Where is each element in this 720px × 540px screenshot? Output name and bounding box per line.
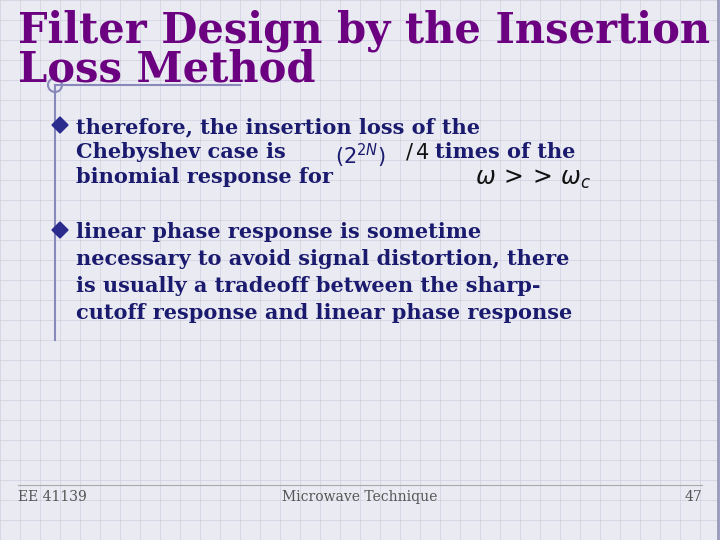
Polygon shape: [52, 222, 68, 238]
Text: $/\,4$: $/\,4$: [405, 142, 430, 163]
Text: necessary to avoid signal distortion, there: necessary to avoid signal distortion, th…: [76, 249, 570, 269]
Text: is usually a tradeoff between the sharp-: is usually a tradeoff between the sharp-: [76, 276, 541, 296]
Text: $\omega\,>>\,\omega_c$: $\omega\,>>\,\omega_c$: [475, 167, 591, 191]
Text: Microwave Technique: Microwave Technique: [282, 490, 438, 504]
Text: Chebyshev case is: Chebyshev case is: [76, 142, 286, 162]
Text: $(2^{2N})$: $(2^{2N})$: [335, 142, 386, 170]
Polygon shape: [52, 117, 68, 133]
Text: EE 41139: EE 41139: [18, 490, 86, 504]
Text: times of the: times of the: [435, 142, 575, 162]
Text: binomial response for: binomial response for: [76, 167, 333, 187]
Text: Loss Method: Loss Method: [18, 48, 315, 90]
Text: cutoff response and linear phase response: cutoff response and linear phase respons…: [76, 303, 572, 323]
Text: 47: 47: [684, 490, 702, 504]
Text: therefore, the insertion loss of the: therefore, the insertion loss of the: [76, 117, 480, 137]
Text: linear phase response is sometime: linear phase response is sometime: [76, 222, 481, 242]
Text: Filter Design by the Insertion: Filter Design by the Insertion: [18, 10, 710, 52]
